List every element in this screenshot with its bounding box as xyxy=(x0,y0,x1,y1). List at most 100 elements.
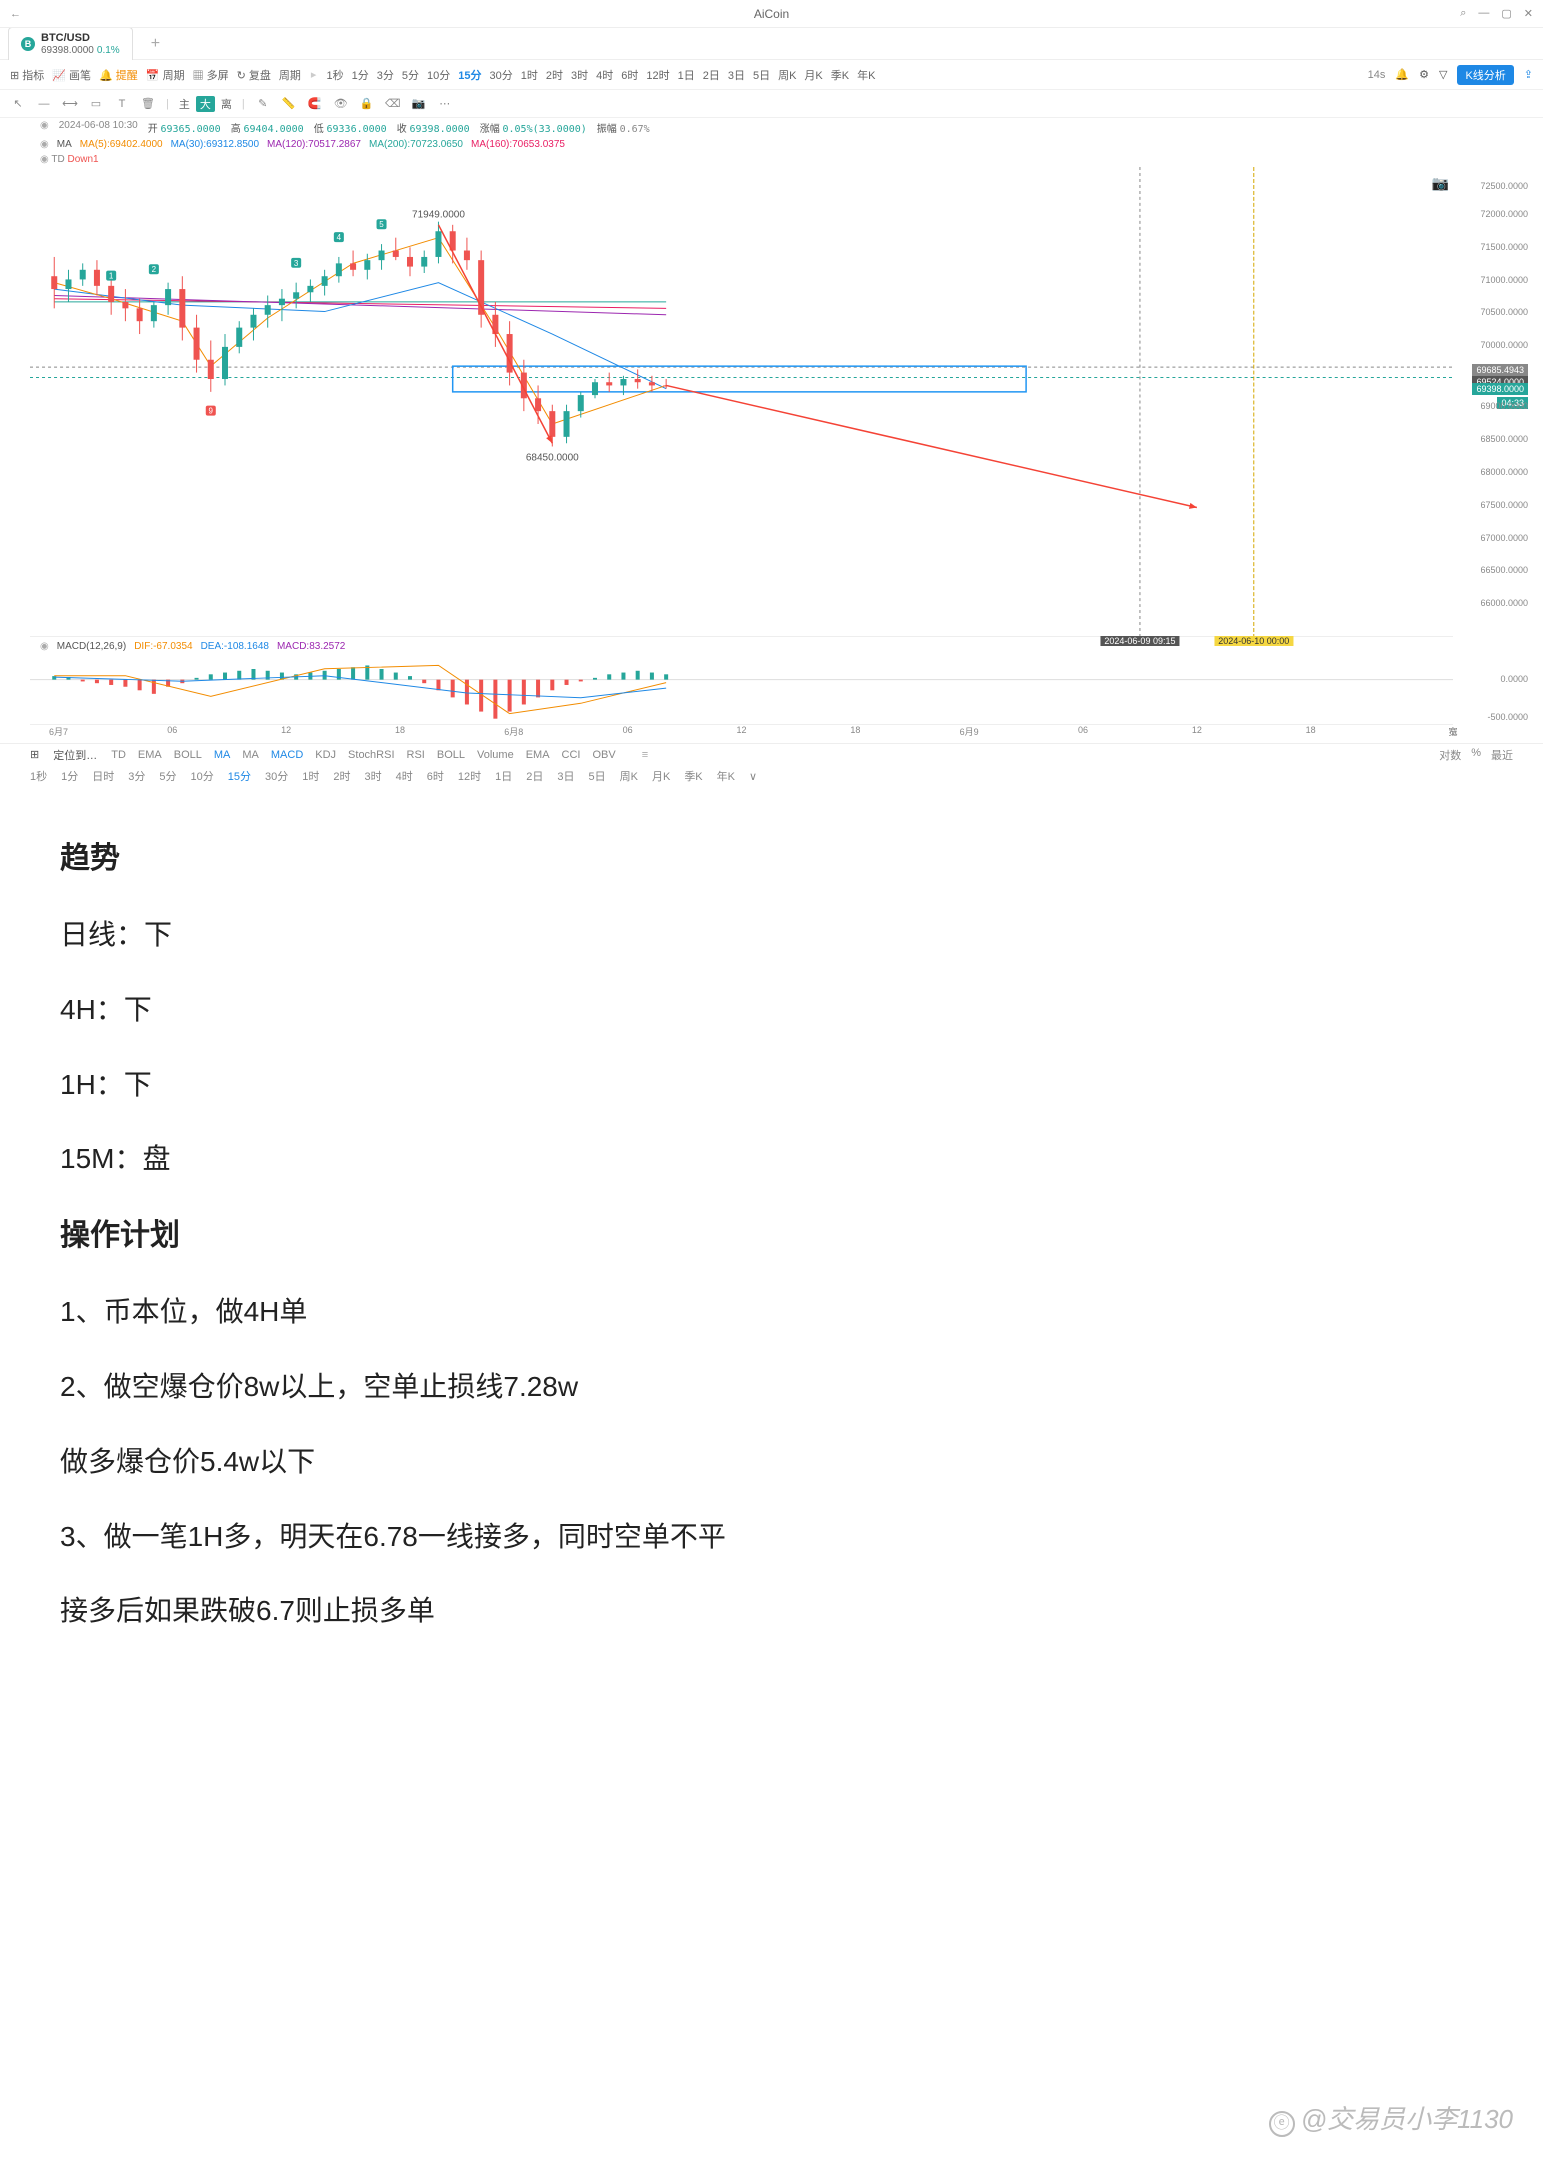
tf2-3时[interactable]: 3时 xyxy=(365,768,382,784)
tf2-12时[interactable]: 12时 xyxy=(458,768,481,784)
zoom-off[interactable]: 离 xyxy=(221,96,232,112)
toolbar-item-6[interactable]: 周期 xyxy=(279,67,301,83)
tf-1日[interactable]: 1日 xyxy=(678,67,695,83)
tf2-季K[interactable]: 季K xyxy=(684,768,702,784)
tf2-5日[interactable]: 5日 xyxy=(589,768,606,784)
close-icon[interactable]: ✕ xyxy=(1524,7,1533,20)
zoom-main[interactable]: 主 xyxy=(179,96,190,112)
tf-6时[interactable]: 6时 xyxy=(621,67,638,83)
toolbar-item-2[interactable]: 🔔 提醒 xyxy=(99,67,138,83)
ruler-icon[interactable]: 📏 xyxy=(281,97,297,110)
indicator-KDJ[interactable]: KDJ xyxy=(315,749,336,761)
indicator-EMA[interactable]: EMA xyxy=(138,749,162,761)
tf2-10分[interactable]: 10分 xyxy=(191,768,214,784)
tf-15分[interactable]: 15分 xyxy=(458,67,481,83)
tf-周K[interactable]: 周K xyxy=(778,67,796,83)
alert-icon[interactable]: 🔔 xyxy=(1395,68,1409,81)
tf-年K[interactable]: 年K xyxy=(857,67,875,83)
tf-3时[interactable]: 3时 xyxy=(571,67,588,83)
tf2-2日[interactable]: 2日 xyxy=(526,768,543,784)
locate-icon[interactable]: ⊞ xyxy=(30,748,39,761)
tf-1秒[interactable]: 1秒 xyxy=(326,67,343,83)
tf2-1秒[interactable]: 1秒 xyxy=(30,768,47,784)
tf2-2时[interactable]: 2时 xyxy=(333,768,350,784)
tf-2日[interactable]: 2日 xyxy=(703,67,720,83)
indicator-Volume[interactable]: Volume xyxy=(477,749,514,761)
tf-12时[interactable]: 12时 xyxy=(646,67,669,83)
toolbar-item-5[interactable]: ↻ 复盘 xyxy=(237,67,271,83)
price-chart[interactable]: 📷 12934571949.000068450.0000 72500.00007… xyxy=(30,167,1453,637)
tf-5分[interactable]: 5分 xyxy=(402,67,419,83)
filter-icon[interactable]: ▽ xyxy=(1439,68,1447,81)
tf-4时[interactable]: 4时 xyxy=(596,67,613,83)
camera-icon-tb[interactable]: 📷 xyxy=(411,97,427,110)
maximize-icon[interactable]: ▢ xyxy=(1501,7,1511,20)
indicator-CCI[interactable]: CCI xyxy=(562,749,581,761)
toolbar-item-3[interactable]: 📅 周期 xyxy=(146,67,185,83)
indic-add-icon[interactable]: ≡ xyxy=(642,749,648,761)
tf2-30分[interactable]: 30分 xyxy=(265,768,288,784)
indicator-BOLL[interactable]: BOLL xyxy=(437,749,465,761)
text-icon[interactable]: T xyxy=(114,98,130,110)
tf2-1分[interactable]: 1分 xyxy=(61,768,78,784)
ticker-tab[interactable]: B BTC/USD 69398.0000 0.1% xyxy=(8,27,133,60)
tf2-年K[interactable]: 年K xyxy=(717,768,735,784)
indicator-StochRSI[interactable]: StochRSI xyxy=(348,749,394,761)
tf2-1时[interactable]: 1时 xyxy=(302,768,319,784)
pct-toggle[interactable]: % xyxy=(1471,747,1481,763)
magnet-icon[interactable]: 🧲 xyxy=(307,97,323,110)
tf2-日时[interactable]: 日时 xyxy=(92,768,114,784)
search-icon[interactable]: ⌕ xyxy=(1460,7,1466,20)
tf2-4时[interactable]: 4时 xyxy=(396,768,413,784)
toolbar-item-0[interactable]: ⊞ 指标 xyxy=(10,67,44,83)
indicator-EMA[interactable]: EMA xyxy=(526,749,550,761)
indicator-BOLL[interactable]: BOLL xyxy=(174,749,202,761)
tf-月K[interactable]: 月K xyxy=(804,67,822,83)
share-icon[interactable]: ⇪ xyxy=(1524,68,1533,81)
toolbar-item-4[interactable]: ▦ 多屏 xyxy=(193,67,229,83)
tf2-1日[interactable]: 1日 xyxy=(495,768,512,784)
rect-icon[interactable]: ▭ xyxy=(88,97,104,110)
recent-toggle[interactable]: 最近 xyxy=(1491,747,1513,763)
eye-toggle-icon-3[interactable]: ◉ xyxy=(40,154,49,165)
log-toggle[interactable]: 对数 xyxy=(1439,747,1461,763)
tf2-月K[interactable]: 月K xyxy=(652,768,670,784)
eye-icon[interactable]: 👁 xyxy=(333,97,349,110)
indicator-MA[interactable]: MA xyxy=(242,749,259,761)
more-icon[interactable]: ⋯ xyxy=(437,97,453,110)
tf-季K[interactable]: 季K xyxy=(831,67,849,83)
tf-1时[interactable]: 1时 xyxy=(521,67,538,83)
macd-panel[interactable]: ◉ MACD(12,26,9) DIF:-67.0354 DEA:-108.16… xyxy=(30,655,1453,725)
eraser-icon[interactable]: ⌫ xyxy=(385,97,401,110)
toolbar-item-1[interactable]: 📈 画笔 xyxy=(52,67,91,83)
back-icon[interactable]: ← xyxy=(10,8,21,20)
eye-toggle-icon-2[interactable]: ◉ xyxy=(40,139,49,150)
tf-3日[interactable]: 3日 xyxy=(728,67,745,83)
trash-icon[interactable]: 🗑 xyxy=(140,97,156,110)
indicator-RSI[interactable]: RSI xyxy=(407,749,425,761)
tf-5日[interactable]: 5日 xyxy=(753,67,770,83)
eye-toggle-icon-4[interactable]: ◉ xyxy=(40,641,49,652)
hline-icon[interactable]: ⟷ xyxy=(62,97,78,110)
tf2-周K[interactable]: 周K xyxy=(620,768,638,784)
indicator-TD[interactable]: TD xyxy=(111,749,126,761)
tf2-5分[interactable]: 5分 xyxy=(159,768,176,784)
k-analysis-button[interactable]: K线分析 xyxy=(1457,65,1513,85)
tf-10分[interactable]: 10分 xyxy=(427,67,450,83)
tf-1分[interactable]: 1分 xyxy=(352,67,369,83)
indicator-MA[interactable]: MA xyxy=(214,749,231,761)
settings-icon[interactable]: ⚙ xyxy=(1419,68,1429,81)
tf2-6时[interactable]: 6时 xyxy=(427,768,444,784)
indicator-OBV[interactable]: OBV xyxy=(593,749,616,761)
tf2-3日[interactable]: 3日 xyxy=(557,768,574,784)
brush-icon[interactable]: ✎ xyxy=(255,97,271,110)
lock-icon[interactable]: 🔒 xyxy=(359,97,375,110)
add-tab-icon[interactable]: + xyxy=(151,35,160,53)
locate-label[interactable]: 定位到… xyxy=(53,747,97,763)
eye-toggle-icon[interactable]: ◉ xyxy=(40,120,49,135)
tf-30分[interactable]: 30分 xyxy=(489,67,512,83)
tf-3分[interactable]: 3分 xyxy=(377,67,394,83)
tf-expand-icon[interactable]: ∨ xyxy=(749,770,757,783)
tf2-3分[interactable]: 3分 xyxy=(128,768,145,784)
zoom-big[interactable]: 大 xyxy=(196,96,215,112)
